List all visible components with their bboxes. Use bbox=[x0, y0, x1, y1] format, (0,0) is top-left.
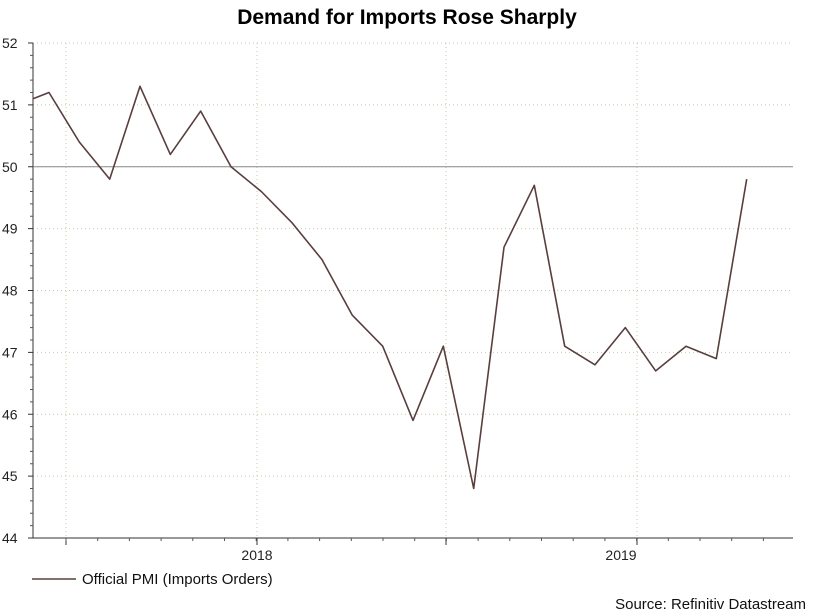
y-tick-label: 47 bbox=[2, 344, 18, 360]
source-note: Source: Refinitiv Datastream bbox=[615, 596, 806, 613]
y-tick-label: 44 bbox=[2, 530, 18, 546]
y-tick-label: 52 bbox=[2, 35, 18, 51]
grid bbox=[33, 42, 793, 538]
x-tick-label: 2018 bbox=[241, 547, 272, 563]
y-axis: 44 45 46 47 48 49 50 51 52 bbox=[2, 35, 34, 546]
y-tick-label: 48 bbox=[2, 283, 18, 299]
y-tick-label: 45 bbox=[2, 468, 18, 484]
legend-label: Official PMI (Imports Orders) bbox=[82, 571, 273, 588]
series-line-pmi bbox=[32, 85, 748, 490]
x-axis: 2018 2019 bbox=[33, 537, 793, 563]
y-tick-label: 50 bbox=[2, 159, 18, 175]
x-tick-label: 2019 bbox=[605, 547, 636, 563]
chart-title: Demand for Imports Rose Sharply bbox=[237, 6, 577, 29]
y-tick-label: 51 bbox=[2, 97, 18, 113]
y-tick-label: 46 bbox=[2, 406, 18, 422]
y-tick-label: 49 bbox=[2, 221, 18, 237]
series-group bbox=[32, 85, 748, 490]
